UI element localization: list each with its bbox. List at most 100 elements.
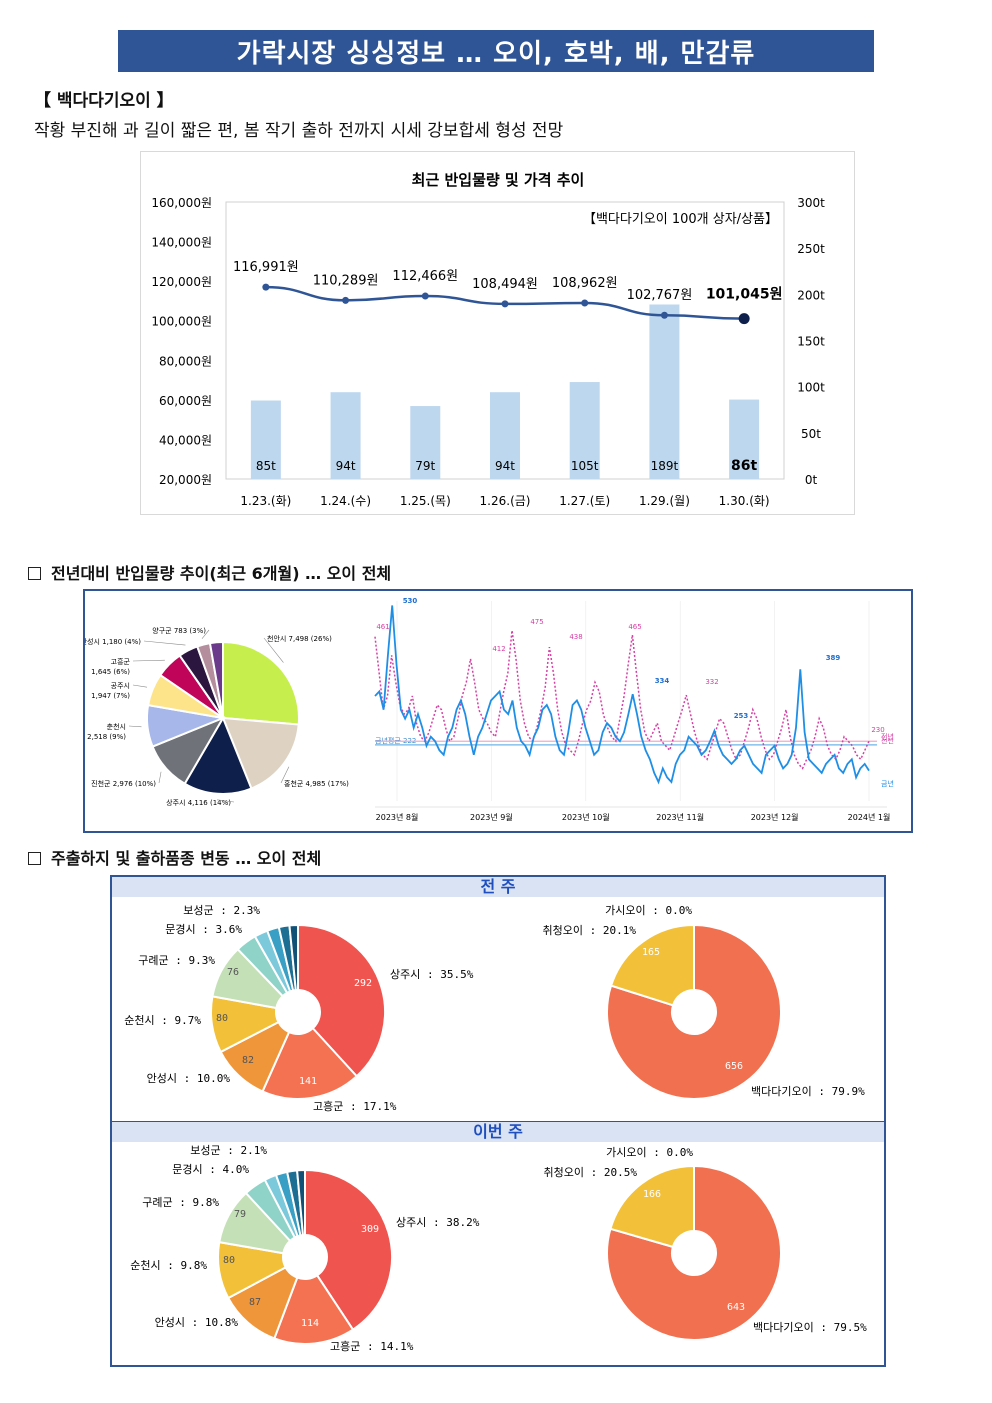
pie-leader [280,766,290,784]
pie-slice [609,923,695,1007]
bar [330,392,361,479]
pie-leader [158,771,162,784]
section-tag: 【 백다다기오이 】 [34,91,174,111]
pie-slice [211,947,285,1010]
value-annotation: 334 [655,677,670,685]
x-tick-label: 1.26.(금) [480,494,531,508]
price-label: 110,289원 [313,273,379,288]
slice-value-label: 80 [216,1013,228,1024]
pie-label: 상주시 : 35.5% [390,968,474,981]
slice-value-label: 87 [249,1297,261,1308]
pie-slice [208,640,224,719]
pie-slice [288,923,299,992]
y-left-tick-label: 40,000원 [159,433,212,447]
price-point [421,292,429,300]
chart-title: 최근 반입물량 및 가격 추이 [412,171,585,189]
price-point [342,296,350,304]
pie-label: 순천시 : 9.8% [130,1258,207,1272]
y-right-tick-label: 100t [797,381,825,395]
pie-label: 취청오이 : 20.5% [544,1166,638,1179]
pie-label: 문경시 : 3.6% [165,923,242,936]
pie-label: 순천시 : 9.7% [124,1013,201,1027]
y-left-tick-label: 140,000원 [151,236,212,250]
pie-label: 보성군 : 2.1% [190,1144,267,1157]
slice-value-label: 166 [643,1189,661,1200]
pie-slice [297,923,386,1078]
x-tick-label: 1.25.(목) [400,494,451,508]
pie-leader [132,684,148,688]
pie-label: 가시오이 : 0.0% [606,1146,693,1159]
pie-label: 안성시 : 10.0% [147,1072,231,1085]
pie-label: 홍천군 4,985 (17%) [284,779,349,788]
arrival-trend-panel: 천안시 7,498 (26%) 홍천군 4,985 (17%) 상주시 4,116 … [81,589,913,833]
x-tick-label: 2023년 12월 [751,812,799,822]
price-point [262,283,270,291]
pie-label: 구례군 : 9.8% [142,1196,219,1209]
chart-annotation: 【백다다기오이 100개 상자/상품】 [583,212,778,227]
pie-leader [132,659,165,662]
x-tick-label: 1.24.(수) [320,494,371,508]
value-annotation: 438 [569,633,582,641]
price-point [501,300,509,308]
pie-leader [263,637,284,663]
price-label: 108,494원 [472,277,538,292]
section3-title: 주출하지 및 출하품종 변동 … 오이 전체 [51,849,322,868]
slice-value-label: 292 [354,978,372,989]
slice-value-label: 114 [301,1318,319,1329]
y-left-tick-label: 160,000원 [151,196,212,210]
slice-value-label: 309 [361,1224,379,1235]
series-line [374,605,870,785]
price-label: 112,466원 [392,269,458,284]
pie-label: 양구군 783 (3%) [152,627,206,635]
x-tick-label: 1.27.(토) [559,494,610,508]
bar [410,406,441,479]
pie-slice [217,1240,287,1300]
bar-value-label: 94t [495,459,515,473]
volume-price-svg: 최근 반입물량 및 가격 추이 160,000원 140,000원 120,000원 1… [151,171,825,508]
pie-label: 안성시 1,180 (4%) [85,637,141,646]
x-tick-label: 2023년 8월 [376,812,419,822]
bar [729,399,760,479]
bar [250,400,281,479]
bar-value-label: 189t [651,459,679,473]
x-tick-label: 2023년 9월 [470,812,513,822]
x-tick-label: 1.23.(화) [240,494,291,508]
price-label: 108,962원 [552,276,618,291]
value-annotation: 253 [734,712,749,720]
price-label: 116,991원 [233,260,299,275]
pie-leader [128,725,142,728]
pie-leader [217,799,235,803]
y-left-tick-label: 120,000원 [151,275,212,289]
page-subtitle: 작황 부진해 과 길이 짧은 편, 봄 작기 출하 전까지 시세 강보합세 형성… [34,121,564,141]
y-left-tick-label: 60,000원 [159,394,212,408]
pie-label: 취청오이 : 20.1% [543,924,637,937]
slice-value-label: 656 [725,1061,743,1072]
pie-slice [609,1164,695,1249]
reference-line-label: 금년평균 222 [375,736,416,745]
section2-title: 전년대비 반입물량 추이(최근 6개월) … 오이 전체 [51,564,392,583]
slice-value-label: 165 [642,947,660,958]
y-left-tick-label: 80,000원 [159,354,212,368]
pie-label: 가시오이 : 0.0% [605,904,692,917]
pie-label: 고흥군 : 14.1% [330,1339,414,1353]
x-tick-label: 1.30.(화) [719,494,770,508]
series-line [374,630,870,770]
pie-slice [210,995,280,1054]
y-right-tick-label: 250t [797,242,825,256]
pie-leader [143,640,186,646]
section3-heading: 주출하지 및 출하품종 변동 … 오이 전체 [28,845,321,869]
origin-variety-panel: 전 주 이번 주 292 상주시 : 35.5% 141 고흥군 : 17.1% 82 안… [110,875,886,1367]
slice-value-label: 141 [299,1076,317,1087]
pie-label: 상주시 4,116 (14%) [166,798,231,807]
pie-slice [221,716,300,790]
reference-line-label: 전년 [881,736,894,745]
y-right-tick-label: 50t [801,427,821,441]
legend-label: 전년 [881,732,894,741]
pie-slice [183,715,253,795]
this-week-band: 이번 주 [112,1121,884,1142]
checkbox-icon [28,567,41,580]
arrival-trend-svg: 천안시 7,498 (26%) 홍천군 4,985 (17%) 상주시 4,116 … [81,597,894,822]
pie-label: 백다다기오이 : 79.9% [751,1085,865,1098]
pie-slice [219,1020,291,1093]
pie-label-value: 2,518 (9%) [87,733,126,741]
